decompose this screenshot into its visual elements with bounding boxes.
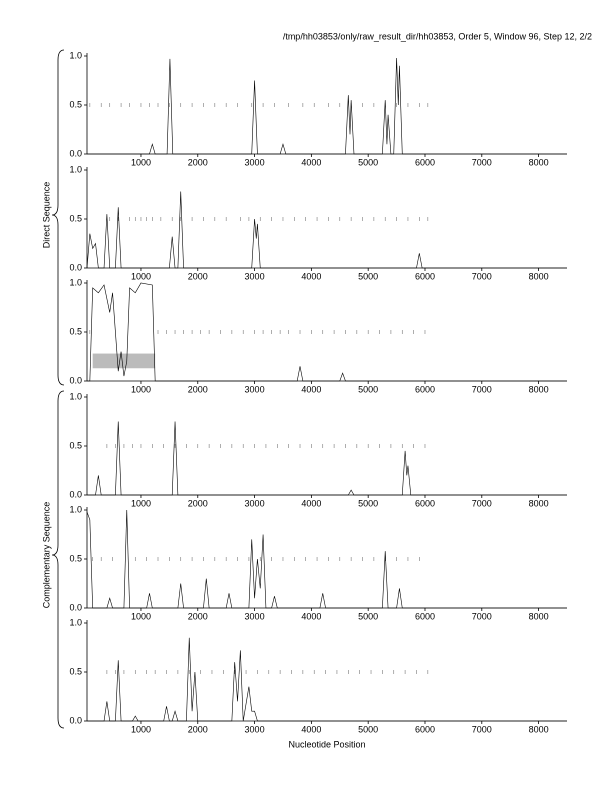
x-tick-label: 8000 [529, 724, 549, 734]
x-tick-label: 5000 [358, 498, 378, 508]
x-tick-label: 6000 [415, 157, 435, 167]
x-tick-label: 7000 [472, 498, 492, 508]
x-tick-label: 2000 [188, 611, 208, 621]
x-tick-label: 4000 [301, 157, 321, 167]
y-tick-label: 0.5 [69, 553, 82, 563]
x-tick-label: 8000 [529, 271, 549, 281]
brace [51, 390, 65, 729]
x-tick-label: 7000 [472, 271, 492, 281]
x-tick-label: 4000 [301, 724, 321, 734]
x-tick-label: 7000 [472, 724, 492, 734]
data-line [87, 637, 567, 722]
y-tick-label: 0.5 [69, 666, 82, 676]
x-tick-label: 2000 [188, 498, 208, 508]
x-tick-label: 3000 [245, 724, 265, 734]
x-tick-label: 5000 [358, 724, 378, 734]
brace [51, 49, 65, 386]
x-tick-label: 5000 [358, 157, 378, 167]
group-label: Direct Sequence [41, 182, 51, 249]
data-line [86, 191, 567, 269]
x-tick-label: 6000 [415, 384, 435, 394]
x-tick-label: 4000 [301, 271, 321, 281]
data-line [87, 282, 567, 382]
y-tick-label: 0.0 [69, 262, 82, 272]
x-tick-label: 8000 [529, 498, 549, 508]
y-tick-label: 0.0 [69, 489, 82, 499]
x-tick-label: 1000 [131, 724, 151, 734]
x-tick-label: 8000 [529, 611, 549, 621]
x-tick-label: 5000 [358, 271, 378, 281]
data-line [87, 421, 567, 496]
x-tick-label: 8000 [529, 157, 549, 167]
y-tick-label: 0.5 [69, 99, 82, 109]
x-tick-label: 2000 [188, 271, 208, 281]
y-tick-label: 0.5 [69, 440, 82, 450]
x-tick-label: 5000 [358, 384, 378, 394]
x-tick-label: 3000 [245, 271, 265, 281]
shaded-region [92, 353, 156, 369]
x-tick-label: 1000 [131, 498, 151, 508]
x-tick-label: 6000 [415, 611, 435, 621]
x-tick-label: 3000 [245, 498, 265, 508]
x-tick-label: 4000 [301, 384, 321, 394]
x-tick-label: 6000 [415, 271, 435, 281]
y-tick-label: 0.0 [69, 148, 82, 158]
x-tick-label: 2000 [188, 384, 208, 394]
y-tick-label: 1.0 [69, 617, 82, 627]
y-tick-label: 1.0 [69, 391, 82, 401]
x-tick-label: 4000 [301, 611, 321, 621]
x-tick-label: 1000 [131, 271, 151, 281]
x-tick-label: 7000 [472, 384, 492, 394]
x-axis-label: Nucleotide Position [288, 739, 365, 749]
x-tick-label: 2000 [188, 157, 208, 167]
x-tick-label: 7000 [472, 157, 492, 167]
y-tick-label: 0.5 [69, 326, 82, 336]
x-tick-label: 1000 [131, 384, 151, 394]
y-tick-label: 0.0 [69, 715, 82, 725]
header: /tmp/hh03853/only/raw_result_dir/hh03853… [283, 31, 592, 41]
y-tick-label: 0.0 [69, 375, 82, 385]
y-tick-label: 0.0 [69, 602, 82, 612]
x-tick-label: 3000 [245, 611, 265, 621]
x-tick-label: 3000 [245, 384, 265, 394]
y-tick-label: 1.0 [69, 50, 82, 60]
x-tick-label: 6000 [415, 724, 435, 734]
y-tick-label: 1.0 [69, 504, 82, 514]
x-tick-label: 7000 [472, 611, 492, 621]
y-tick-label: 0.5 [69, 213, 82, 223]
x-tick-label: 8000 [529, 384, 549, 394]
x-tick-label: 3000 [245, 157, 265, 167]
data-line [86, 509, 567, 609]
x-tick-label: 6000 [415, 498, 435, 508]
x-tick-label: 2000 [188, 724, 208, 734]
x-tick-label: 1000 [131, 611, 151, 621]
y-tick-label: 1.0 [69, 164, 82, 174]
x-tick-label: 4000 [301, 498, 321, 508]
x-tick-label: 1000 [131, 157, 151, 167]
group-label: Complementary Sequence [41, 502, 51, 609]
y-tick-label: 1.0 [69, 277, 82, 287]
data-line [87, 57, 567, 155]
x-tick-label: 5000 [358, 611, 378, 621]
